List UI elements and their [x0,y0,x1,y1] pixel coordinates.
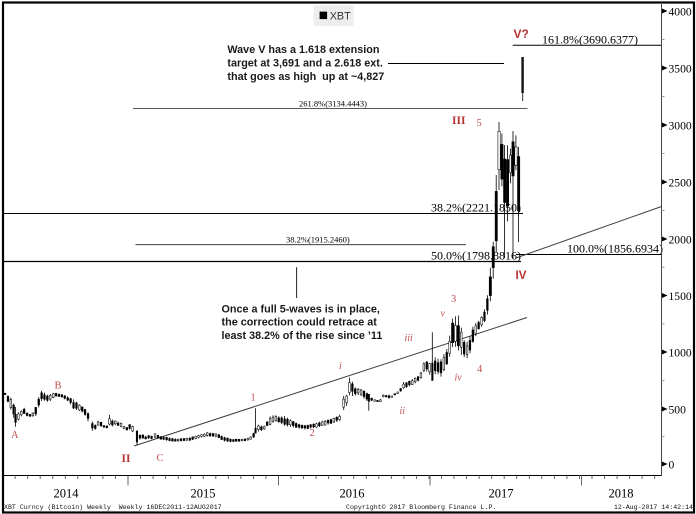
svg-text:Copyright© 2017 Bloomberg Fina: Copyright© 2017 Bloomberg Finance L.P. [346,503,496,511]
svg-text:38.2%(1915.2460): 38.2%(1915.2460) [286,235,350,245]
svg-text:v: v [441,309,446,320]
svg-text:III: III [452,115,466,127]
svg-text:IV: IV [516,270,527,282]
svg-text:that goes as high up at ~4,82: that goes as high up at ~4,827 [227,71,384,83]
svg-text:C: C [157,453,164,464]
svg-text:1: 1 [251,393,256,404]
svg-text:the correction could retrace a: the correction could retrace at [222,317,378,329]
svg-text:100.0%(1856.6934): 100.0%(1856.6934) [567,242,663,256]
svg-text:261.8%(3134.4443): 261.8%(3134.4443) [299,99,367,109]
svg-text:target at 3,691 and a 2.618 ex: target at 3,691 and a 2.618 ext. [227,58,382,70]
svg-text:50.0%(1798.8816): 50.0%(1798.8816) [431,249,521,263]
svg-text:1500: 1500 [669,290,692,303]
svg-text:2015: 2015 [191,487,216,501]
svg-text:500: 500 [669,403,687,416]
svg-text:least 38.2% of the rise since: least 38.2% of the rise since ’11 [222,330,383,342]
svg-text:i: i [339,361,342,372]
svg-text:2014: 2014 [54,487,80,501]
svg-text:4: 4 [477,364,483,375]
svg-text:0: 0 [669,458,675,471]
svg-text:2017: 2017 [489,487,514,501]
svg-text:2500: 2500 [669,176,692,189]
svg-text:iii: iii [405,333,414,344]
svg-text:161.8%(3690.6377): 161.8%(3690.6377) [542,32,638,46]
svg-text:ii: ii [400,406,406,417]
svg-text:XBT Curncy (Bitcoin) Weekly W: XBT Curncy (Bitcoin) Weekly Weekly 16DEC… [4,504,222,511]
svg-text:3: 3 [451,294,456,305]
svg-text:2016: 2016 [340,487,365,501]
svg-text:A: A [11,430,19,441]
svg-text:Wave V has a 1.618 extension: Wave V has a 1.618 extension [227,44,379,56]
svg-text:2000: 2000 [669,233,692,246]
svg-text:iv: iv [455,373,463,384]
svg-text:38.2%(2221.1850): 38.2%(2221.1850) [431,201,521,215]
svg-text:V?: V? [514,27,529,41]
svg-text:2: 2 [310,428,315,439]
svg-text:1000: 1000 [669,346,692,359]
svg-text:XBT: XBT [330,11,351,23]
svg-text:12-Aug-2017 14:42:14: 12-Aug-2017 14:42:14 [614,504,693,511]
svg-text:II: II [122,453,131,465]
svg-text:3500: 3500 [669,62,692,75]
svg-text:5: 5 [477,118,482,129]
svg-text:Once a full 5-waves is in plac: Once a full 5-waves is in place, [222,303,380,315]
svg-text:3000: 3000 [669,119,692,132]
svg-text:2018: 2018 [609,487,634,501]
svg-text:4000: 4000 [669,5,692,18]
svg-text:B: B [55,381,62,392]
